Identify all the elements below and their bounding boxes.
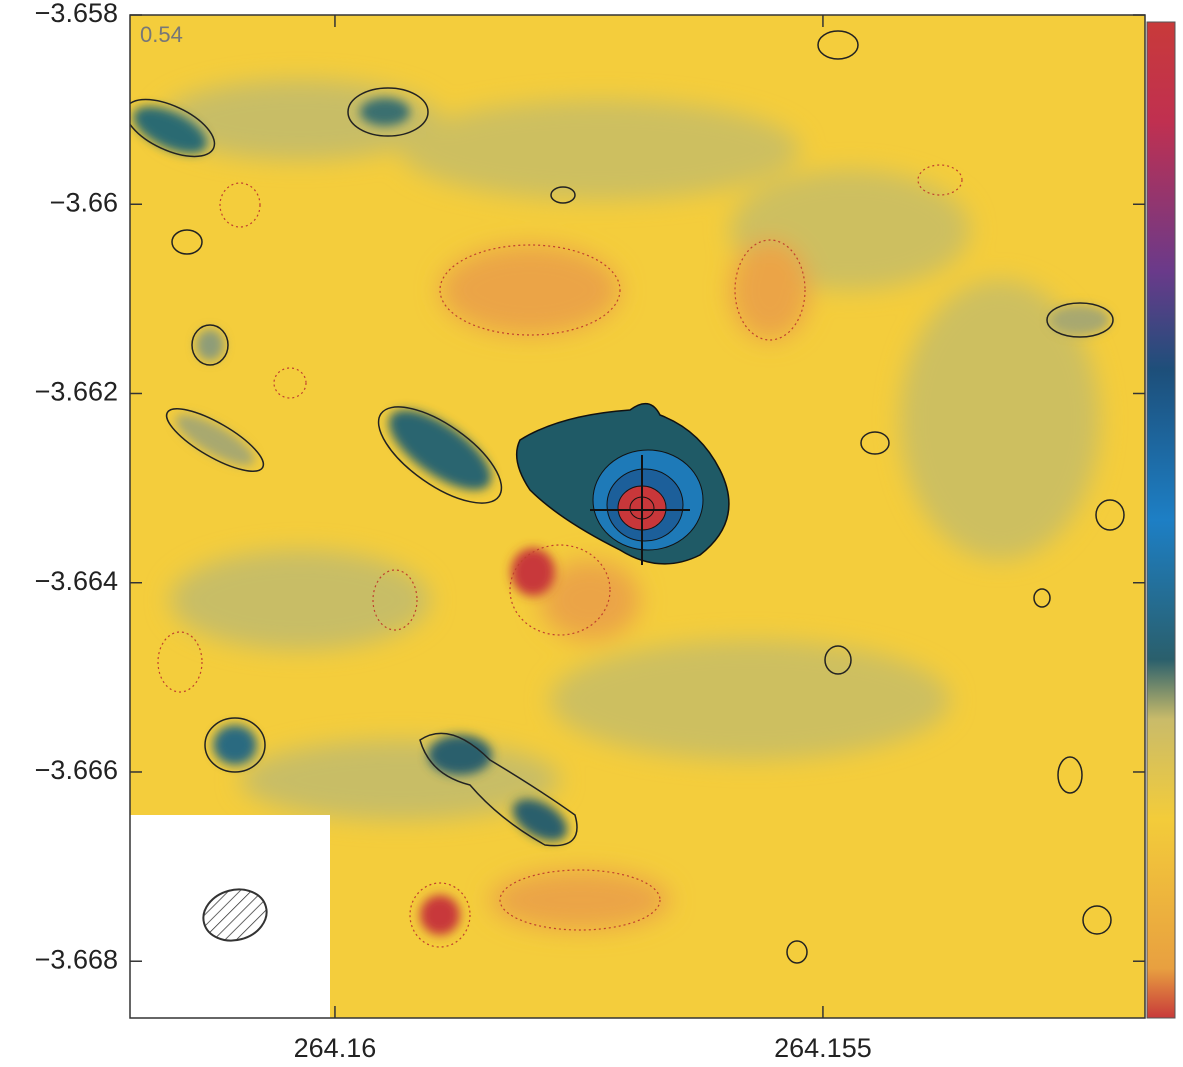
y-tick-label: −3.658 bbox=[35, 0, 118, 28]
x-tick-label: 264.16 bbox=[294, 1033, 377, 1063]
page: 0.54 −3.658 −3.66 −3.662 −3.664 −3.666 −3.668… bbox=[0, 0, 1183, 1067]
x-tick-label: 264.155 bbox=[774, 1033, 872, 1063]
annotation: 0.54 bbox=[140, 22, 183, 47]
y-tick-label: −3.664 bbox=[35, 566, 118, 596]
colorbar bbox=[1147, 22, 1175, 1018]
y-tick-label: −3.66 bbox=[50, 187, 118, 217]
chart: 0.54 −3.658 −3.66 −3.662 −3.664 −3.666 −3.668… bbox=[0, 0, 1183, 1067]
y-tick-label: −3.662 bbox=[35, 377, 118, 407]
y-tick-label: −3.666 bbox=[35, 755, 118, 785]
y-tick-label: −3.668 bbox=[35, 944, 118, 974]
